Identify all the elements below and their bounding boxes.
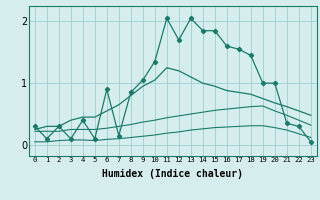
- X-axis label: Humidex (Indice chaleur): Humidex (Indice chaleur): [102, 169, 243, 179]
